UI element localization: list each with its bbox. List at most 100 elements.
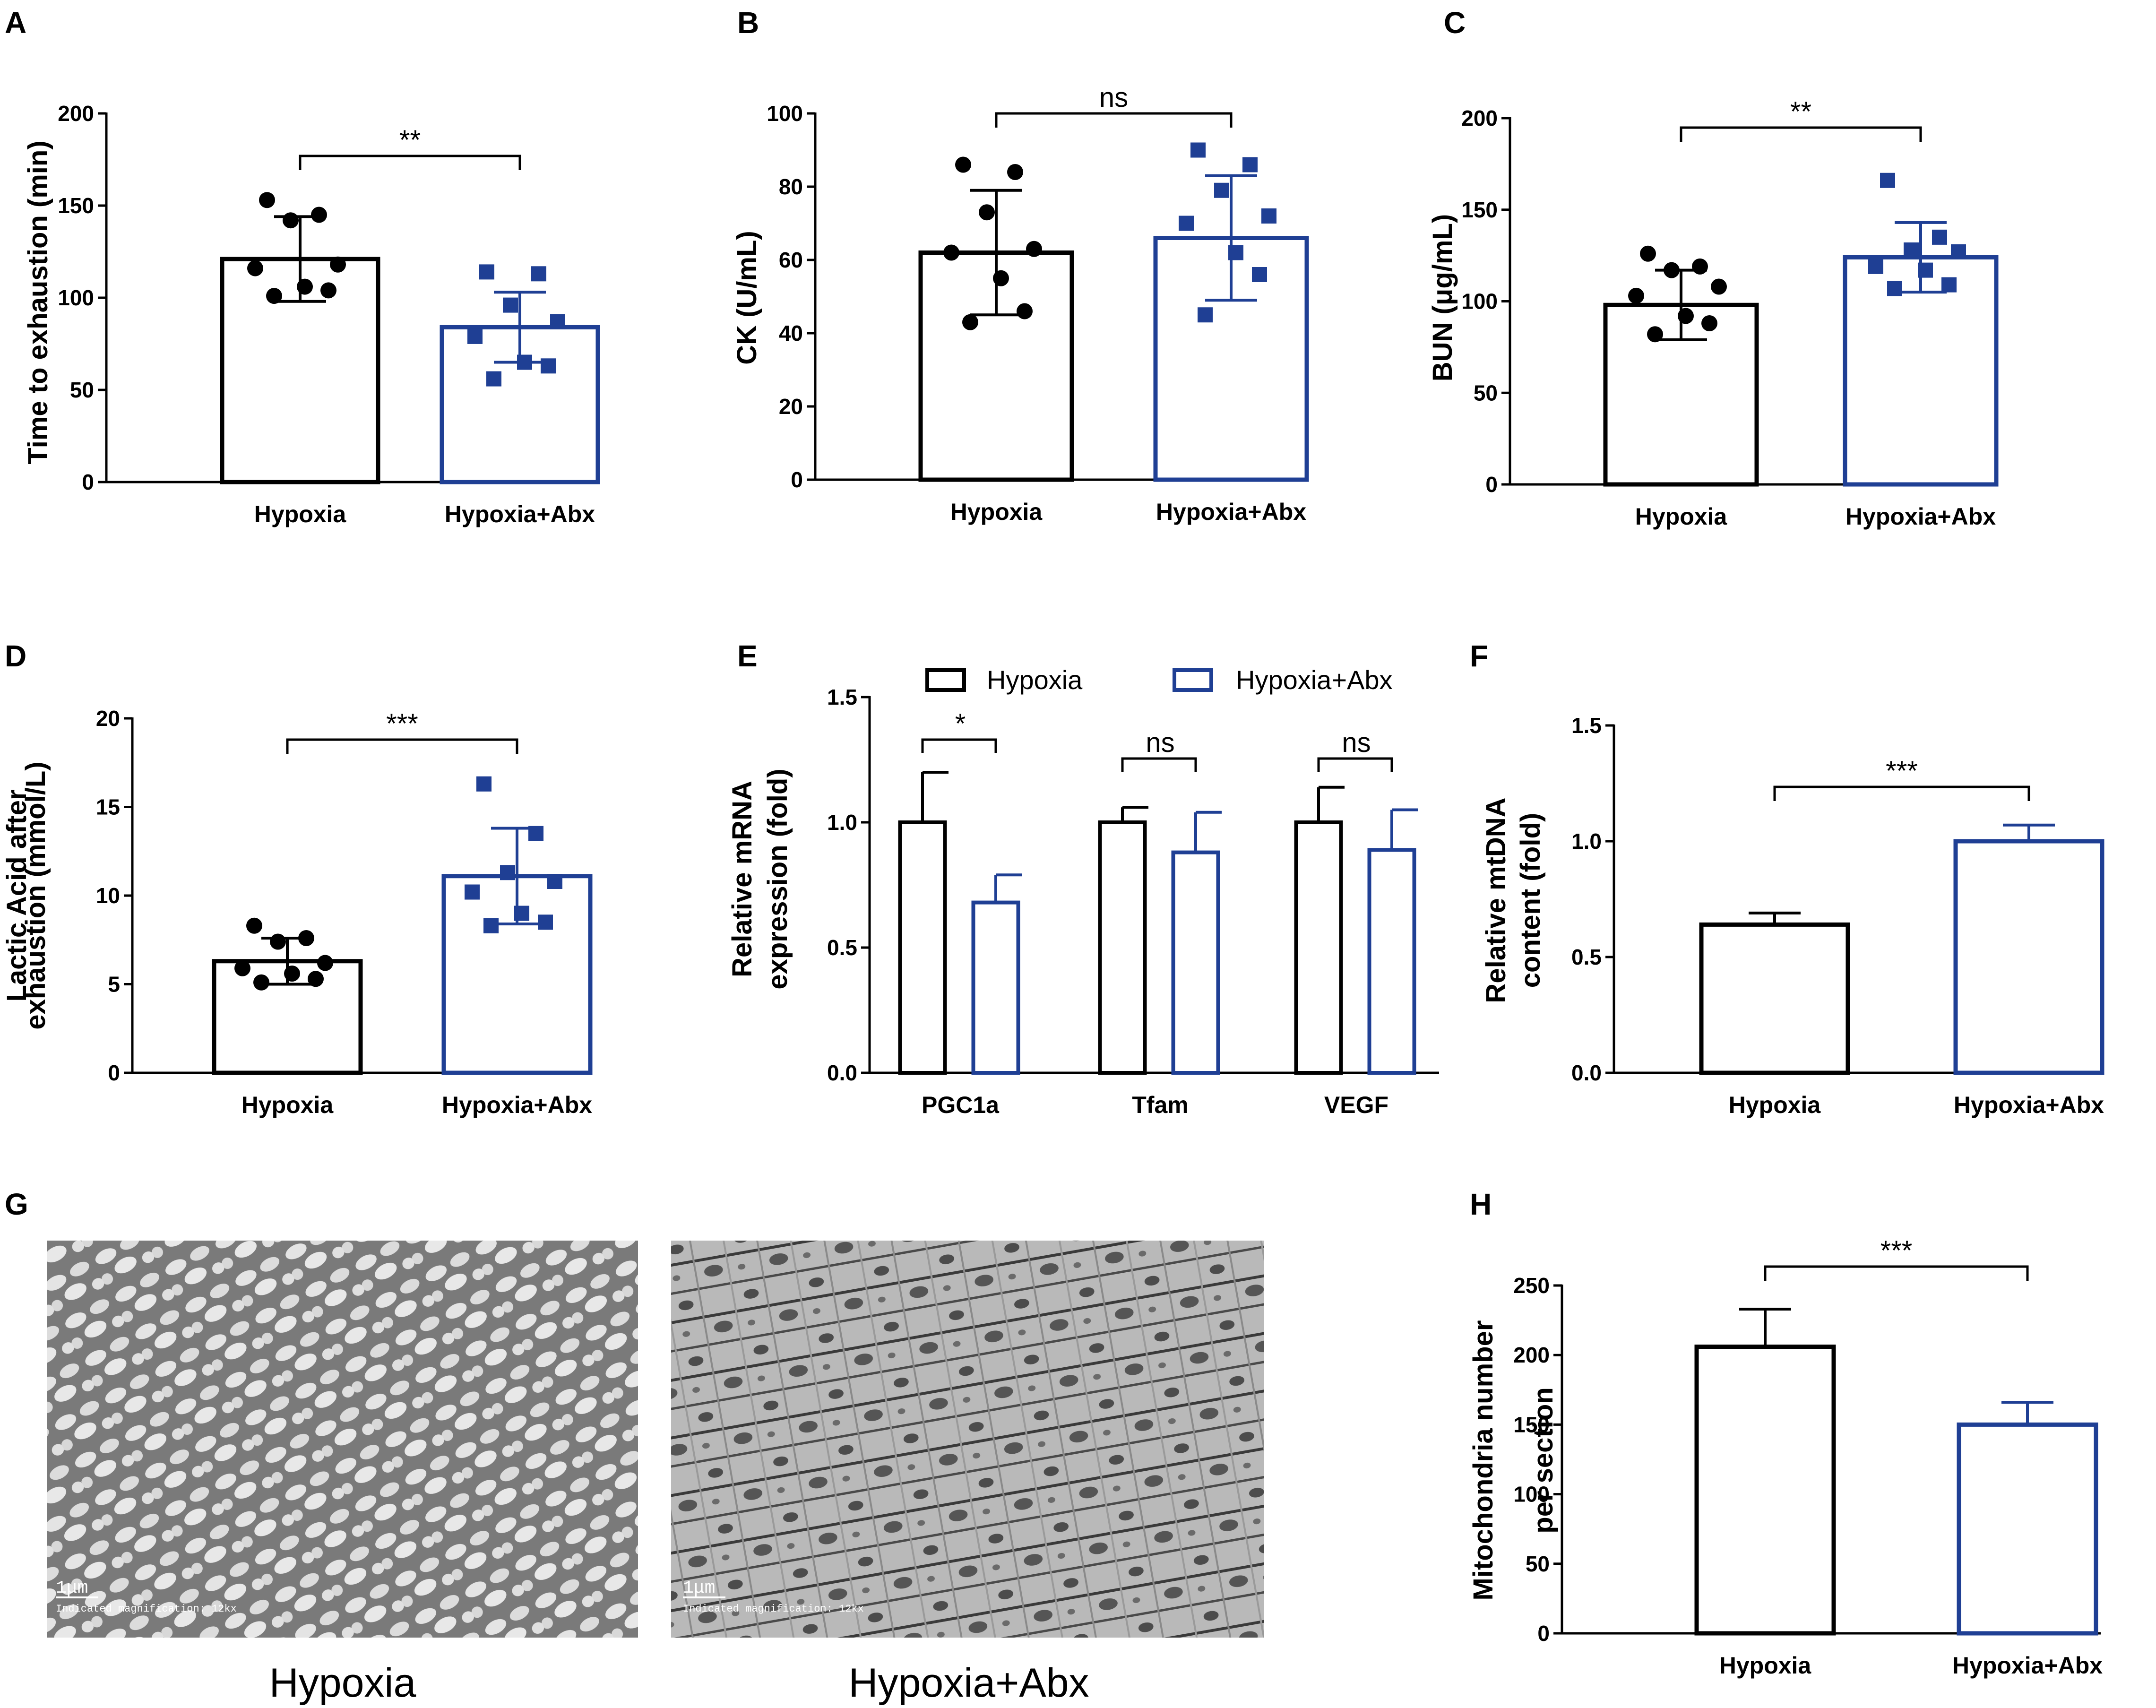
data-point (1179, 216, 1194, 231)
significance-bracket (1773, 785, 2030, 801)
data-point (1228, 245, 1243, 260)
data-point (234, 960, 250, 976)
data-point (993, 270, 1009, 286)
data-point (330, 256, 346, 273)
data-point (538, 914, 553, 930)
x-category-label: VEGF (1324, 1092, 1388, 1118)
data-point (311, 207, 327, 223)
y-tick-label: 0 (82, 470, 94, 494)
y-axis-title: Time to exhaustion (min) (23, 140, 53, 464)
y-tick-label: 0 (791, 467, 803, 492)
x-category-label: Hypoxia+Abx (1954, 1092, 2104, 1118)
data-point (1692, 258, 1708, 275)
data-point (253, 974, 269, 991)
legend-swatch-hypoxia (925, 668, 966, 692)
bar-hypoxia-abx (1957, 1422, 2098, 1636)
y-tick-label: 250 (1513, 1273, 1550, 1298)
data-point (550, 314, 565, 329)
significance-bracket (1680, 126, 1922, 142)
y-tick-label: 50 (1474, 380, 1498, 405)
y-tick-label: 1.0 (827, 810, 857, 835)
y-tick-label: 200 (58, 101, 94, 126)
y-tick-label: 1.5 (1571, 713, 1602, 738)
significance-label: ** (1790, 96, 1811, 127)
y-axis-title-line-1: Relative mRNA (727, 781, 758, 977)
data-point (247, 260, 263, 276)
panel-c: C BUN (μg/mL) 0 50 100 150 200 Hypoxia Hypoxia+A… (1427, 6, 1999, 530)
data-point (1007, 164, 1023, 180)
panel-a: A Time to exhaustion (min) 0 50 100 150 200 Hyp… (5, 6, 600, 527)
y-tick-label: 0.0 (1571, 1061, 1602, 1085)
significance-label: * (955, 708, 966, 739)
significance-bracket (921, 738, 997, 753)
data-point (1198, 307, 1213, 323)
panel-label-c: C (1444, 6, 1466, 40)
data-point (1252, 267, 1267, 282)
data-point (1261, 208, 1276, 224)
y-tick-label: 0 (108, 1061, 120, 1085)
significance-bracket (1764, 1265, 2029, 1281)
panel-f: F Relative mtDNA content (fold) 0.0 0.5 1.0 1.… (1470, 639, 2104, 1118)
y-tick-label: 200 (1513, 1343, 1550, 1367)
bar-hypoxia-abx (1367, 848, 1416, 1075)
y-tick-label: 40 (779, 321, 803, 345)
x-category-label: Hypoxia (950, 499, 1043, 525)
data-point (476, 776, 492, 792)
caption-hypoxia: Hypoxia (269, 1660, 416, 1706)
bar-hypoxia-abx (1953, 839, 2104, 1075)
x-category-label: Hypoxia+Abx (442, 1092, 592, 1118)
bar-hypoxia-abx (971, 900, 1020, 1075)
data-point (1711, 278, 1727, 295)
data-point (486, 371, 501, 387)
data-point (465, 884, 480, 900)
micrograph-hypoxia-abx-image (671, 1241, 1264, 1638)
x-category-label: Hypoxia (1635, 503, 1728, 530)
panel-label-h: H (1470, 1187, 1492, 1221)
y-axis-title-line-1: Relative mtDNA (1481, 797, 1511, 1003)
y-tick-label: 60 (779, 248, 803, 272)
significance-label: ns (1342, 727, 1371, 758)
y-tick-label: 100 (1461, 289, 1498, 314)
data-point (943, 244, 959, 261)
data-point (1664, 262, 1680, 278)
data-point (517, 354, 532, 370)
x-category-label: PGC1a (922, 1092, 1000, 1118)
data-point (1628, 287, 1644, 304)
data-point (1918, 262, 1933, 278)
y-tick-label: 150 (1513, 1412, 1550, 1437)
data-point (283, 212, 299, 229)
data-point (320, 282, 336, 299)
data-point (284, 966, 300, 982)
x-category-label: Hypoxia (241, 1092, 334, 1118)
data-point (1701, 315, 1717, 331)
significance-bracket (1121, 757, 1197, 772)
data-point (1904, 242, 1919, 258)
x-category-label: Hypoxia+Abx (445, 501, 595, 527)
y-tick-label: 100 (1513, 1482, 1550, 1507)
data-point (500, 865, 515, 880)
data-point (1214, 182, 1229, 198)
significance-label: ** (399, 125, 421, 155)
y-tick-label: 1.0 (1571, 829, 1602, 854)
panel-label-a: A (5, 6, 26, 40)
y-tick-label: 200 (1461, 106, 1498, 130)
magnification-hypoxia: Indicated magnification: 12kx (56, 1603, 237, 1615)
data-point (1026, 241, 1042, 257)
data-point (467, 328, 483, 344)
data-point (259, 192, 275, 208)
data-point (1868, 259, 1883, 274)
data-point (528, 826, 543, 841)
scale-bar-label-hypoxia-abx: 1μm (683, 1578, 715, 1598)
bar-hypoxia (1098, 820, 1147, 1075)
bar-hypoxia (1694, 1345, 1836, 1636)
y-tick-label: 100 (767, 101, 803, 126)
caption-hypoxia-abx: Hypoxia+Abx (848, 1660, 1089, 1706)
data-point (266, 288, 282, 304)
data-point (317, 955, 333, 971)
y-tick-label: 0.5 (1571, 945, 1602, 969)
data-point (1880, 173, 1895, 188)
data-point (979, 204, 995, 221)
bar-hypoxia-abx (1171, 850, 1220, 1075)
data-point (962, 314, 978, 330)
